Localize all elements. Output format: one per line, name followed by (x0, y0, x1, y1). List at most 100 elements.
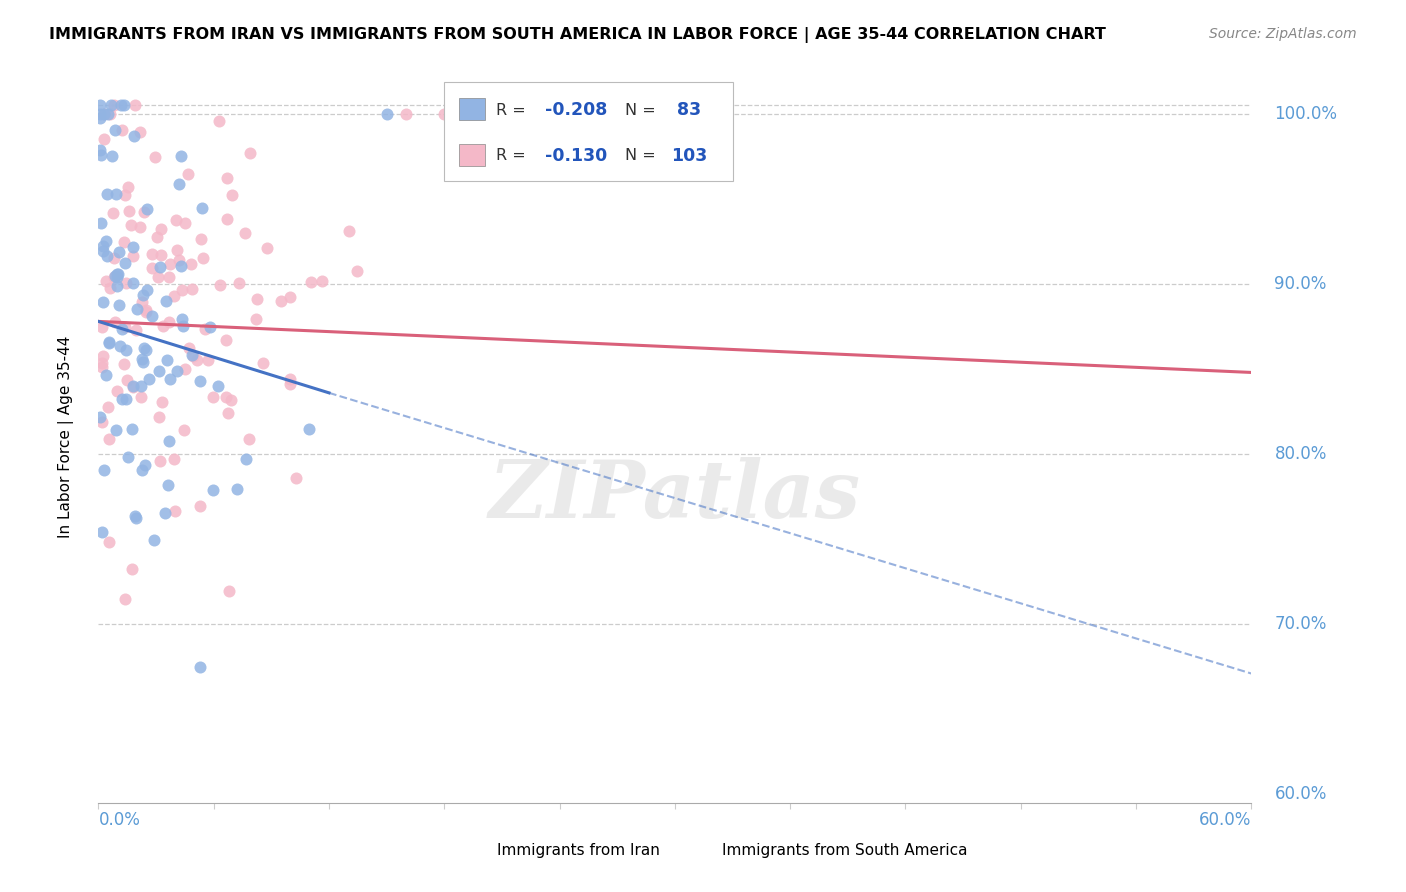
Point (128, 125, 150, 139)
Point (135, 305, 157, 319)
Point (173, 423, 195, 437)
Text: R =: R = (496, 148, 526, 163)
Point (149, 248, 172, 262)
Point (280, 376, 302, 391)
Point (235, 451, 257, 466)
Point (278, 372, 301, 386)
Point (159, 372, 181, 386)
Point (117, 373, 139, 387)
Point (157, 315, 180, 329)
Point (111, 122, 134, 136)
Point (221, 187, 243, 202)
Point (98, 107, 121, 121)
Point (93, 107, 115, 121)
Point (89, 143, 111, 157)
Point (98, 432, 121, 446)
Point (153, 506, 176, 520)
Point (89, 409, 111, 424)
Point (89, 107, 111, 121)
Text: Immigrants from South America: Immigrants from South America (723, 843, 967, 858)
Point (138, 372, 160, 386)
Point (115, 392, 138, 406)
Point (246, 292, 269, 306)
Point (105, 269, 128, 284)
Point (298, 422, 321, 436)
Point (180, 282, 202, 296)
Text: N =: N = (626, 148, 657, 163)
Text: ZIPatlas: ZIPatlas (489, 457, 860, 534)
Point (134, 458, 156, 472)
Point (121, 562, 143, 576)
Point (173, 361, 195, 376)
Point (122, 129, 145, 144)
Point (108, 339, 131, 353)
Point (180, 348, 202, 362)
Point (98, 281, 121, 295)
Point (103, 270, 125, 285)
Point (256, 241, 278, 255)
Text: 60.0%: 60.0% (1199, 812, 1251, 830)
Point (91, 244, 114, 258)
Point (132, 205, 155, 219)
Point (177, 167, 200, 181)
Point (101, 149, 124, 163)
Point (311, 274, 333, 288)
Point (104, 123, 127, 137)
Text: 90.0%: 90.0% (1274, 275, 1327, 293)
Point (270, 294, 292, 309)
Text: R =: R = (496, 103, 526, 118)
Point (125, 511, 148, 525)
Point (108, 298, 131, 312)
Point (217, 170, 239, 185)
Point (91, 349, 114, 363)
Point (188, 660, 211, 674)
Point (114, 343, 136, 357)
Point (148, 409, 170, 424)
Text: 0.0%: 0.0% (98, 812, 141, 830)
Point (131, 463, 153, 477)
Text: 70.0%: 70.0% (1274, 615, 1327, 633)
Point (89, 98, 111, 112)
Bar (460, 145, 485, 166)
Point (149, 260, 172, 274)
Point (233, 226, 256, 240)
Point (122, 240, 145, 254)
Point (89, 112, 111, 126)
Text: -0.208: -0.208 (544, 101, 607, 120)
Point (165, 212, 187, 227)
Point (188, 374, 211, 388)
Text: N =: N = (626, 103, 657, 118)
Point (150, 221, 173, 235)
Point (172, 311, 194, 326)
Bar (461, 841, 491, 860)
Text: IMMIGRANTS FROM IRAN VS IMMIGRANTS FROM SOUTH AMERICA IN LABOR FORCE | AGE 35-44: IMMIGRANTS FROM IRAN VS IMMIGRANTS FROM … (49, 27, 1107, 43)
Point (169, 252, 191, 267)
Point (104, 187, 127, 202)
Point (186, 353, 208, 368)
Text: 100.0%: 100.0% (1274, 105, 1337, 123)
Point (105, 268, 128, 282)
Point (104, 315, 127, 329)
Point (90, 216, 112, 230)
Point (98, 335, 121, 350)
Point (93, 132, 115, 146)
Text: Immigrants from Iran: Immigrants from Iran (498, 843, 661, 858)
Point (194, 322, 217, 336)
Point (114, 187, 136, 202)
Point (172, 283, 194, 297)
Point (124, 509, 146, 524)
Text: 60.0%: 60.0% (1274, 785, 1327, 804)
Text: Source: ZipAtlas.com: Source: ZipAtlas.com (1209, 27, 1357, 41)
Point (179, 341, 201, 355)
Point (218, 583, 240, 598)
Point (190, 232, 212, 246)
Point (96, 187, 118, 202)
Bar (460, 98, 485, 120)
Point (215, 334, 238, 348)
Point (104, 269, 127, 284)
Point (191, 201, 214, 215)
Point (94, 234, 117, 248)
Point (103, 98, 125, 112)
Point (143, 533, 166, 547)
Point (97, 107, 120, 121)
